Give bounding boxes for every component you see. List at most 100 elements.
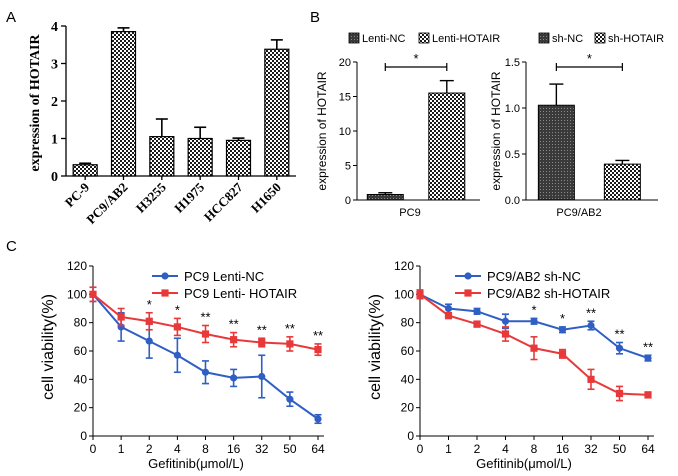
panel-c-legend-label: PC9 Lenti-NC (184, 269, 264, 284)
panel-c-point (444, 304, 453, 313)
panel-b-bar (537, 104, 575, 201)
panel-c-y-tick-label: 40 (74, 372, 88, 386)
panel-b-bar (603, 163, 641, 201)
panel-c-y-tick-label: 120 (67, 259, 87, 273)
panel-c-significance-star: ** (285, 321, 295, 336)
panel-c-y-tick-label: 120 (394, 259, 414, 273)
panel-b-y-tick-label: 0 (345, 195, 351, 207)
panel-c-point (473, 320, 481, 328)
panel-c-y-tick-label: 0 (80, 429, 87, 443)
panel-c-x-tick-label: 50 (613, 442, 627, 456)
panel-a-y-axis-label: expression of HOTAIR (28, 34, 43, 172)
panel-c-y-tick-label: 60 (74, 344, 88, 358)
panel-c-x-tick-label: 50 (283, 442, 297, 456)
panel-c-y-tick-label: 20 (401, 401, 415, 415)
panel-c-point (201, 330, 210, 338)
panel-c-point (615, 344, 624, 352)
panel-c-point (587, 321, 595, 330)
panel-c-significance-star: * (175, 302, 180, 317)
panel-c-point (416, 290, 424, 298)
panel-b-legend-swatch (538, 32, 550, 44)
panel-b-y-tick-label: 0.5 (505, 149, 520, 161)
panel-c-ab2-x-axis-label: Gefitinib(μmol/L) (476, 456, 572, 471)
panel-c-point (145, 337, 153, 345)
panel-c-x-tick-label: 4 (174, 442, 181, 456)
panel-a-x-tick-label: H1650 (248, 180, 284, 216)
panel-a-bar (225, 139, 252, 177)
panel-c-legend-label: PC9/AB2 sh-NC (487, 269, 581, 284)
panel-c-x-tick-label: 64 (641, 442, 655, 456)
panel-c-point (644, 354, 652, 362)
panel-c-significance-star: ** (643, 339, 653, 354)
panel-c-legend-label: PC9 Lenti- HOTAIR (184, 286, 297, 301)
panel-c-x-tick-label: 16 (227, 442, 241, 456)
panel-c-point (230, 336, 238, 344)
panel-c-y-tick-label: 80 (401, 316, 415, 330)
panel-b-ab2-y-axis-label: expression of HOTAIR (489, 71, 503, 190)
panel-b-significance-star: * (587, 51, 592, 66)
panel-c-ab2-y-axis-label: cell viability(%) (367, 294, 384, 400)
panel-b-y-tick-label: 15 (339, 92, 351, 104)
panel-c-y-tick-label: 100 (67, 287, 87, 301)
panel-b-pc9-chart: 0 5 10 15 20 * Lenti-NC Lenti-HOTAIR expressio… (315, 32, 500, 219)
panel-c-x-tick-label: 0 (417, 442, 424, 456)
panel-c-legend-marker (464, 272, 472, 280)
panel-b-pc9-x-axis-label: PC9 (399, 207, 420, 219)
panel-c-point (258, 338, 266, 347)
panel-a-bar (264, 48, 290, 177)
panel-c-point (201, 368, 210, 376)
panel-c-y-tick-label: 60 (401, 344, 415, 358)
panel-c-x-tick-label: 8 (202, 442, 209, 456)
panel-c-legend-marker (161, 289, 169, 297)
panel-a-bar (110, 31, 137, 177)
panel-c-point (145, 317, 153, 325)
panel-c-significance-star: ** (200, 310, 210, 325)
panel-c-point (615, 389, 624, 398)
panel-c-x-tick-label: 0 (90, 442, 97, 456)
panel-c-x-tick-label: 4 (502, 442, 509, 456)
panel-c-x-tick-label: 2 (146, 442, 153, 456)
panel-c-significance-star: ** (229, 317, 239, 332)
panel-c-legend-label: PC9/AB2 sh-HOTAIR (487, 286, 610, 301)
panel-c-point (644, 391, 652, 399)
panel-c-point (530, 317, 538, 325)
panel-c-significance-star: ** (586, 305, 596, 320)
panel-c-x-tick-label: 64 (311, 442, 325, 456)
panel-b-legend-label: Lenti-NC (362, 33, 405, 45)
panel-c-y-tick-label: 80 (74, 316, 88, 330)
panel-c-point (587, 375, 595, 383)
panel-b-y-tick-label: 1.0 (505, 103, 520, 115)
panel-c-point (286, 395, 294, 403)
panel-c-y-tick-label: 0 (407, 429, 414, 443)
panel-b-pc9-y-axis-label: expression of HOTAIR (315, 71, 329, 190)
panel-c-y-tick-label: 40 (401, 372, 415, 386)
panel-b-legend-label: sh-HOTAIR (608, 33, 664, 45)
panel-a-bar (187, 137, 213, 177)
panel-c-pc9-chart: 0 20 40 60 80 100 120 0 1 2 4 8 16 32 50 64 PC9 Lenti-N… (40, 259, 325, 471)
panel-b-y-tick-label: 5 (345, 161, 351, 173)
panel-c-x-tick-label: 1 (118, 442, 125, 456)
panel-b-y-tick-label: 10 (339, 126, 351, 138)
panel-a-y-tick-label: 0 (51, 170, 58, 185)
panel-b-y-tick-label: 1.5 (505, 57, 520, 69)
panel-c-point (286, 340, 294, 348)
panel-b-y-tick-label: 0.0 (505, 195, 520, 207)
panel-b-ab2-chart: 0.0 0.5 1.0 1.5 * sh-NC sh-HOTAIR expression … (489, 32, 664, 219)
panel-c-point (473, 307, 481, 315)
panel-a-x-tick-label: H3255 (133, 179, 169, 215)
panel-c-point (444, 311, 453, 320)
panel-c-significance-star: ** (313, 328, 323, 343)
panel-b-legend-swatch (348, 32, 360, 44)
panel-a-bar (72, 164, 98, 177)
panel-b-bar (366, 193, 404, 201)
panel-b-legend-swatch (418, 32, 430, 44)
panel-a-x-tick-label: HCC827 (201, 179, 246, 224)
panel-c-x-tick-label: 1 (445, 442, 452, 456)
panel-c-y-tick-label: 20 (74, 401, 88, 415)
panel-c-y-tick-label: 100 (394, 287, 414, 301)
panel-c-point (558, 350, 567, 358)
panel-c-point (173, 351, 181, 359)
panel-a-y-tick-label: 4 (51, 20, 58, 35)
